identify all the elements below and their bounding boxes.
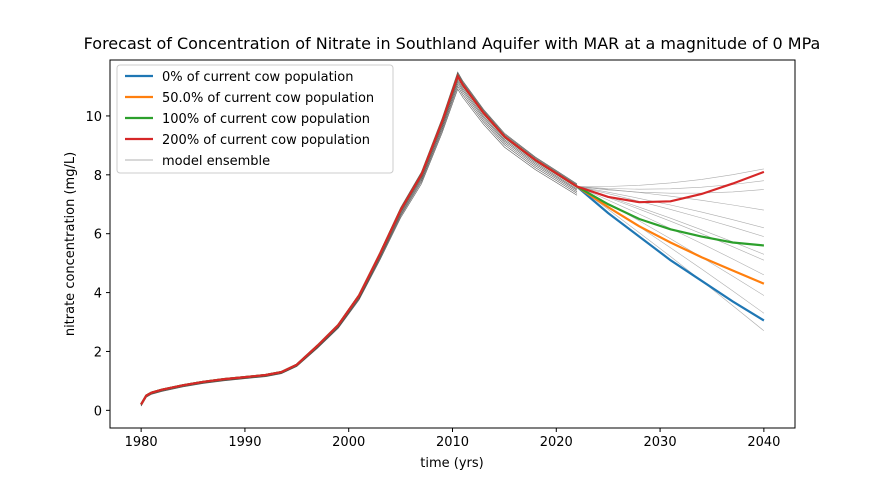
- y-tick-label: 4: [94, 287, 102, 302]
- x-tick-label: 2020: [540, 435, 573, 450]
- x-tick-label: 1980: [125, 435, 158, 450]
- legend-label: 50.0% of current cow population: [162, 91, 374, 106]
- ensemble-forecast-line: [576, 186, 764, 229]
- legend-label: 100% of current cow population: [162, 112, 370, 127]
- legend-label: 200% of current cow population: [162, 133, 370, 148]
- y-tick-label: 6: [94, 228, 102, 243]
- ensemble-history-line: [140, 88, 578, 407]
- ensemble-forecast-line: [576, 186, 765, 332]
- legend-label: 0% of current cow population: [162, 70, 354, 85]
- chart-title: Forecast of Concentration of Nitrate in …: [84, 34, 821, 53]
- legend-label: model ensemble: [162, 154, 270, 169]
- series-forecast-line: [576, 170, 765, 204]
- series-forecast-line: [576, 185, 765, 322]
- x-tick-label: 2040: [747, 435, 780, 450]
- series-history-line: [140, 73, 578, 405]
- series-forecast-line: [576, 185, 765, 247]
- axes: 1980 1990 2000 2010 2020 2030 2040 0 2 4 6 8 10: [85, 59, 796, 450]
- ensemble-forecast-line: [576, 168, 764, 187]
- y-tick-label: 0: [94, 404, 102, 419]
- x-tick-label: 2000: [332, 435, 365, 450]
- y-tick-label: 2: [94, 345, 102, 360]
- legend-box: [116, 64, 394, 174]
- series-forecast-line: [576, 185, 765, 285]
- plot-area: [140, 71, 765, 407]
- ensemble-forecast-line: [576, 186, 764, 211]
- x-tick-label: 2010: [436, 435, 469, 450]
- y-tick-label: 8: [94, 169, 102, 184]
- y-tick-label: 10: [85, 110, 102, 125]
- ensemble-forecast-line: [576, 186, 764, 194]
- x-axis-label: time (yrs): [420, 456, 483, 471]
- x-tick-label: 2030: [644, 435, 677, 450]
- y-axis-label: nitrate concentration (mg/L): [63, 152, 78, 336]
- ensemble-forecast-line: [576, 186, 764, 237]
- x-tick-label: 1990: [228, 435, 261, 450]
- legend: 0% of current cow population 50.0% of cur…: [116, 64, 394, 174]
